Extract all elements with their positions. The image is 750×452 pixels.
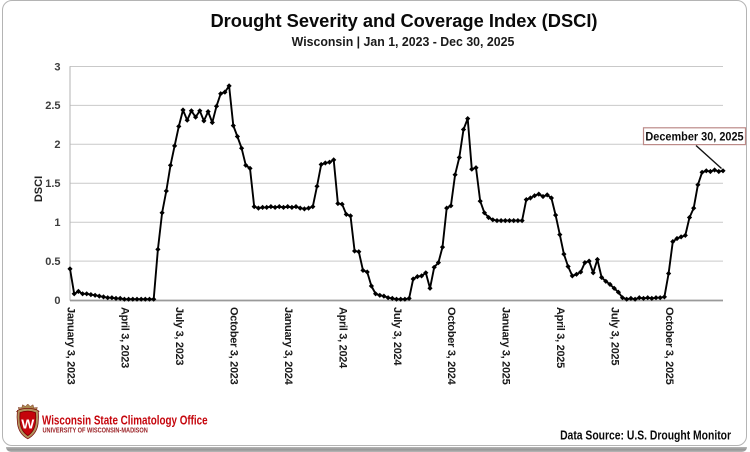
- svg-text:0.5: 0.5: [45, 256, 60, 268]
- svg-text:January 3, 2024: January 3, 2024: [282, 307, 294, 386]
- svg-text:0: 0: [54, 295, 60, 307]
- svg-text:January 3, 2025: January 3, 2025: [500, 307, 512, 385]
- svg-text:October 3, 2024: October 3, 2024: [445, 307, 457, 386]
- svg-text:April 3, 2025: April 3, 2025: [554, 307, 566, 368]
- svg-text:July 3, 2023: July 3, 2023: [173, 307, 185, 365]
- svg-text:W: W: [21, 417, 34, 432]
- svg-text:Wisconsin State Climatology Of: Wisconsin State Climatology Office: [42, 414, 208, 427]
- svg-text:April 3, 2023: April 3, 2023: [119, 307, 131, 368]
- svg-text:December 30, 2025: December 30, 2025: [645, 131, 743, 143]
- svg-text:October 3, 2025: October 3, 2025: [663, 307, 675, 385]
- svg-text:Drought Severity and Coverage: Drought Severity and Coverage Index (DSC…: [210, 10, 597, 31]
- svg-text:Data Source: U.S. Drought Moni: Data Source: U.S. Drought Monitor: [560, 430, 731, 443]
- svg-text:January 3, 2023: January 3, 2023: [64, 307, 76, 385]
- svg-text:October 3, 2023: October 3, 2023: [228, 307, 240, 385]
- svg-text:3: 3: [54, 61, 60, 73]
- svg-text:1: 1: [54, 217, 60, 229]
- svg-text:2: 2: [54, 139, 60, 151]
- svg-text:DSCI: DSCI: [33, 176, 45, 202]
- svg-text:Wisconsin | Jan 1, 2023 - Dec: Wisconsin | Jan 1, 2023 - Dec 30, 2025: [292, 35, 515, 49]
- svg-text:1.5: 1.5: [45, 178, 60, 190]
- svg-text:UNIVERSITY OF WISCONSIN-MADISO: UNIVERSITY OF WISCONSIN-MADISON: [43, 427, 149, 435]
- svg-text:July 3, 2024: July 3, 2024: [391, 307, 403, 366]
- svg-text:2.5: 2.5: [45, 100, 60, 112]
- svg-text:July 3, 2025: July 3, 2025: [609, 307, 621, 365]
- svg-text:April 3, 2024: April 3, 2024: [336, 307, 348, 369]
